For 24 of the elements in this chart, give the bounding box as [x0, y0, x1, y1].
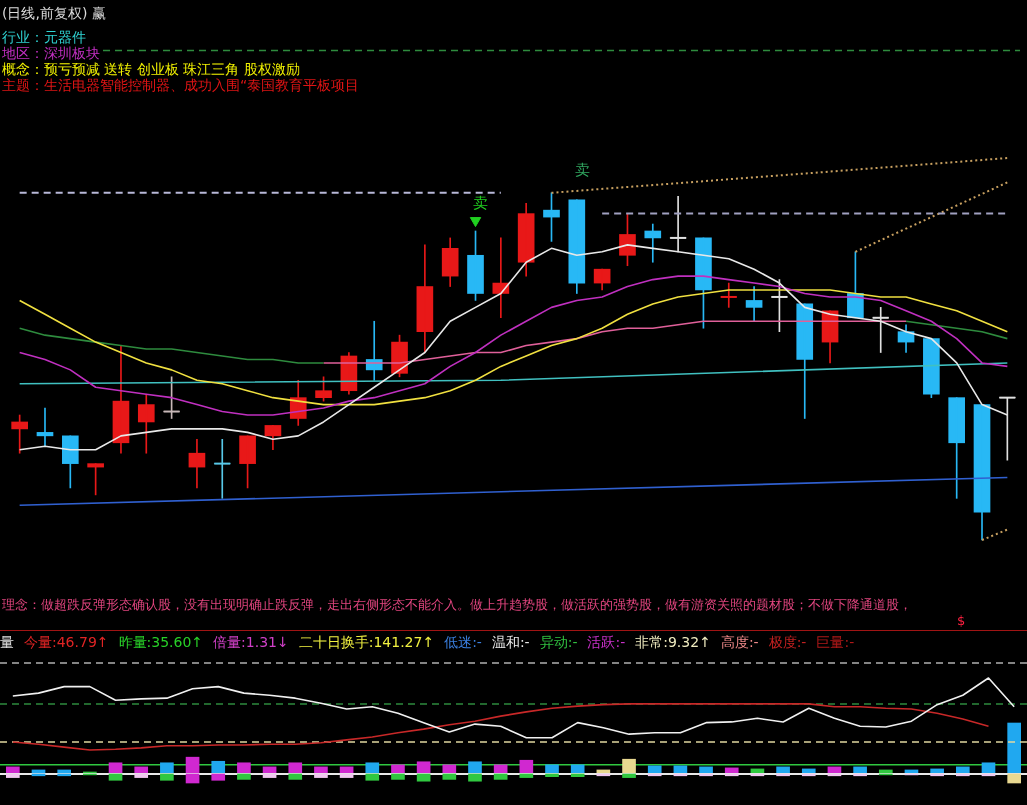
- candlestick: [137, 393, 155, 454]
- annotation: 卖: [473, 194, 488, 212]
- text: 非常:9.32↑: [635, 634, 711, 650]
- text: 巨量:-: [816, 634, 855, 650]
- text: 今量:46.79↑: [24, 634, 109, 650]
- text: 卖: [575, 161, 590, 179]
- text: 昨量:35.60↑: [118, 634, 204, 650]
- text: 量: [0, 634, 14, 650]
- text: 概念：预亏预减 送转 创业板 珠江三角 股权激励: [2, 61, 300, 77]
- text: 理念：做超跌反弹形态确认股，没有出现明确止跌反弹，走出右侧形态不能介入。做上升趋势股，做活跃的强势股，做有游资关照的题材股；不做下降通道股，: [2, 597, 912, 613]
- text: 倍量:1.31↓: [213, 634, 289, 650]
- text: 活跃:-: [587, 634, 626, 650]
- text: 异动:-: [539, 634, 578, 650]
- text: 高度:-: [720, 634, 759, 650]
- text: $: [957, 613, 966, 629]
- text: 低迷:-: [444, 634, 482, 650]
- text: 温和:-: [491, 634, 530, 650]
- text: 二十日换手:141.27↑: [298, 634, 435, 650]
- text: 极度:-: [768, 634, 807, 650]
- text: 主题：生活电器智能控制器、成功入围“泰国教育平板项目: [2, 77, 360, 93]
- text: 行业：元器件: [2, 29, 86, 45]
- candlestick: [948, 397, 966, 499]
- text: 地区：深圳板块: [2, 45, 100, 61]
- chart-title: (日线,前复权) 赢: [2, 5, 106, 21]
